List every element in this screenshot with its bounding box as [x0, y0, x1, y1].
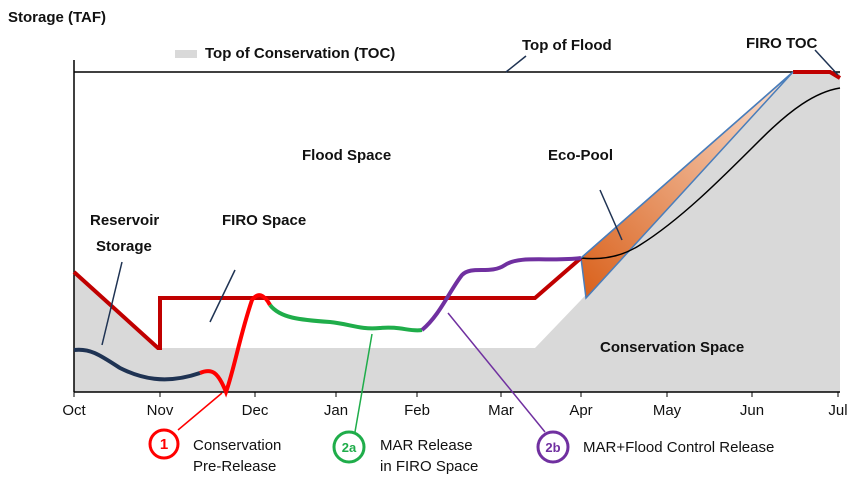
x-tick-label: Dec — [242, 402, 269, 419]
label: Reservoir — [90, 212, 159, 229]
label: Top of Flood — [522, 37, 612, 54]
storage-curve — [580, 87, 841, 260]
x-tick-label: Mar — [488, 402, 514, 419]
badge — [332, 430, 366, 464]
legend-swatch — [175, 50, 197, 58]
label: Storage — [96, 238, 152, 255]
arrow — [814, 49, 839, 76]
mar-flood-line — [420, 256, 582, 332]
mar-firo-line — [268, 303, 423, 333]
arrow — [177, 392, 223, 431]
x-tick-label: Feb — [404, 402, 430, 419]
firo-toc-top — [793, 70, 842, 80]
callout-text: MAR+Flood Control Release — [583, 439, 774, 456]
label: Flood Space — [302, 147, 391, 164]
x-tick-label: Oct — [62, 402, 86, 419]
x-tick-label: Jul — [828, 402, 847, 419]
badge — [148, 428, 180, 460]
legend-label: Top of Conservation (TOC) — [205, 45, 395, 62]
label: FIRO TOC — [746, 35, 818, 52]
reservoir-storage-line — [73, 347, 201, 382]
badge-label: 1 — [160, 436, 168, 453]
x-tick-label: May — [653, 402, 682, 419]
badge — [536, 430, 570, 464]
y-axis-label: Storage (TAF) — [8, 9, 106, 26]
x-tick-label: Jun — [740, 402, 764, 419]
firo-toc-line — [72, 256, 583, 350]
callout-text: Pre-Release — [193, 458, 276, 475]
arrow — [599, 189, 623, 241]
arrow — [101, 261, 123, 346]
conservation-area — [74, 72, 840, 392]
badge-label: 2a — [342, 440, 357, 455]
arrow — [209, 269, 236, 323]
arrow — [354, 333, 373, 433]
label: Eco-Pool — [548, 147, 613, 164]
arrow — [447, 312, 546, 433]
label: Conservation Space — [600, 339, 744, 356]
callout-text: MAR Release — [380, 437, 473, 454]
pre-release-line — [199, 293, 272, 398]
label: FIRO Space — [222, 212, 306, 229]
x-tick-label: Apr — [569, 402, 592, 419]
arrow — [505, 55, 527, 73]
x-tick-label: Nov — [147, 402, 174, 419]
badge-label: 2b — [545, 440, 560, 455]
x-tick-label: Jan — [324, 402, 348, 419]
callout-text: Conservation — [193, 437, 281, 454]
callout-text: in FIRO Space — [380, 458, 478, 475]
